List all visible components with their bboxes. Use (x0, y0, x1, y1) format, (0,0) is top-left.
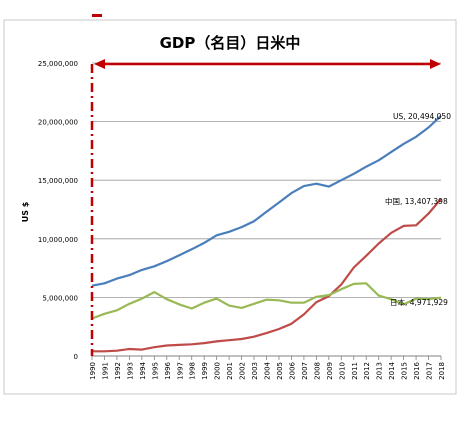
end-label-US: US, 20,494,050 (393, 112, 451, 121)
x-tick-label: 2011 (351, 362, 359, 380)
x-tick-label: 2000 (214, 362, 222, 380)
x-tick-label: 2015 (401, 362, 409, 380)
x-tick-label: 1994 (139, 361, 147, 379)
x-tick-label: 1995 (151, 362, 159, 380)
y-axis-label: US $ (21, 201, 30, 222)
x-tick-label: 2007 (301, 362, 309, 380)
x-tick-label: 2006 (288, 361, 296, 379)
x-tick-label: 1996 (164, 361, 172, 379)
series-line-中国 (92, 198, 442, 353)
end-label-中国: 中国, 13,407,398 (385, 196, 448, 206)
y-tick-label: 20,000,000 (38, 119, 78, 127)
x-tick-label: 2013 (376, 362, 384, 380)
end-label-日本: 日本, 4,971,929 (390, 297, 448, 307)
y-tick-label: 15,000,000 (38, 177, 78, 185)
x-tick-label: 1999 (201, 362, 209, 380)
x-tick-label: 2004 (264, 361, 272, 379)
y-axis-ticks: 0 5,000,000 10,000,000 15,000,000 20,000,000… (38, 60, 78, 361)
end-labels: US, 20,494,050 中国, 13,407,398 日本, 4,971,92… (385, 112, 451, 307)
x-tick-label: 2009 (326, 362, 334, 380)
x-tick-label: 2012 (363, 362, 371, 380)
y-tick-label: 25,000,000 (38, 60, 78, 68)
x-tick-label: 2014 (388, 361, 396, 379)
arrow-head-left (94, 59, 105, 69)
x-tick-label: 1998 (189, 362, 197, 380)
x-tick-label: 1990 (89, 362, 97, 380)
annotations (90, 59, 441, 356)
x-tick-label: 1991 (101, 362, 109, 380)
x-tick-label: 1993 (126, 362, 134, 380)
x-tick-label: 1997 (176, 362, 184, 380)
y-tick-label: 10,000,000 (38, 236, 78, 244)
y-tick-label: 5,000,000 (42, 294, 78, 302)
chart-title: GDP（名目）日米中 (160, 34, 301, 52)
x-tick-label: 2001 (226, 362, 234, 380)
x-tick-label: 2017 (426, 362, 434, 380)
chart-area-frame (3, 19, 457, 395)
x-tick-label: 2002 (239, 362, 247, 380)
x-tick-label: 2008 (313, 362, 321, 380)
y-tick-label: 0 (74, 353, 78, 361)
series-line-US (91, 114, 442, 287)
top-left-red-mark (92, 14, 102, 17)
arrow-head-right (430, 59, 441, 69)
series-line-日本 (91, 282, 442, 320)
x-tick-label: 2010 (338, 362, 346, 380)
series-lines (91, 114, 442, 353)
x-tick-label: 2018 (438, 362, 446, 380)
x-tick-label: 1992 (114, 362, 122, 380)
x-tick-label: 2005 (276, 362, 284, 380)
x-tick-label: 2016 (413, 361, 421, 379)
x-axis-ticks: 1990 1991 1992 1993 1994 1995 1996 1997 1998 1999… (89, 356, 446, 380)
x-tick-label: 2003 (251, 362, 259, 380)
